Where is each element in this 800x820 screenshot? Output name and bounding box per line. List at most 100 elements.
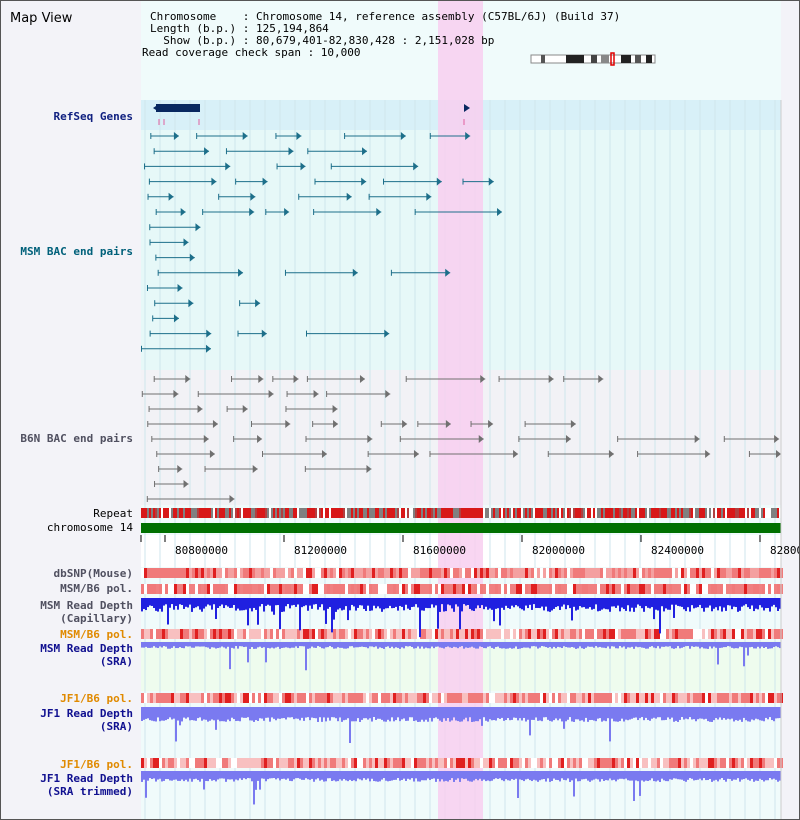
read-depth-bar — [165, 598, 167, 605]
read-depth-bar — [465, 707, 467, 718]
repeat-mark — [439, 508, 441, 518]
read-depth-bar — [623, 707, 625, 722]
read-depth-bar — [367, 771, 369, 779]
heat-mark — [504, 629, 507, 639]
track-label-b6n-bac[interactable]: B6N BAC end pairs — [20, 432, 133, 445]
read-depth-bar — [379, 598, 381, 609]
heat-mark — [672, 758, 675, 768]
read-depth-bar — [543, 642, 545, 647]
msm-bac-pair — [400, 132, 406, 140]
heat-mark — [192, 758, 195, 768]
heat-mark — [351, 584, 354, 594]
track-label-jf1-b6-pol-trimmed[interactable]: JF1/B6 pol. — [60, 758, 133, 771]
track-label-jf1-b6-pol[interactable]: JF1/B6 pol. — [60, 692, 133, 705]
heat-mark — [228, 758, 231, 768]
repeat-mark — [213, 508, 215, 518]
read-depth-bar — [161, 642, 163, 648]
heat-mark — [675, 629, 678, 639]
read-depth-bar — [167, 771, 169, 780]
read-depth-bar — [631, 707, 633, 719]
heat-mark — [396, 629, 399, 639]
read-depth-bar — [191, 707, 193, 721]
read-depth-bar — [505, 771, 507, 780]
heat-mark — [195, 568, 198, 578]
read-depth-bar — [617, 707, 619, 722]
heat-mark — [519, 693, 522, 703]
read-depth-bar — [685, 707, 687, 719]
track-label-jf1-read-depth-sra[interactable]: JF1 Read Depth (SRA) — [40, 707, 133, 733]
read-depth-bar — [233, 771, 235, 782]
read-depth-bar — [411, 771, 413, 779]
heat-mark — [696, 693, 699, 703]
heat-mark — [210, 568, 213, 578]
track-label-msm-b6-pol-sra[interactable]: MSM/B6 pol. — [60, 628, 133, 641]
repeat-mark — [471, 508, 473, 518]
read-depth-bar — [383, 642, 385, 649]
read-depth-bar — [259, 771, 261, 790]
read-depth-bar — [449, 598, 451, 606]
track-label-jf1-read-depth-trimmed[interactable]: JF1 Read Depth (SRA trimmed) — [40, 772, 133, 798]
heat-mark — [303, 584, 306, 594]
heat-mark — [471, 568, 474, 578]
heat-mark — [522, 584, 525, 594]
read-depth-bar — [555, 707, 557, 719]
track-label-dbsnp[interactable]: dbSNP(Mouse) — [53, 567, 133, 580]
read-depth-bar — [519, 642, 521, 649]
heat-mark — [699, 758, 702, 768]
heat-mark — [156, 629, 159, 639]
heat-mark — [636, 629, 639, 639]
b6n-bac-pair — [313, 390, 319, 398]
read-depth-bar — [307, 598, 309, 611]
heat-mark — [246, 568, 249, 578]
chromosome-bar — [141, 523, 781, 533]
heat-mark — [576, 568, 579, 578]
read-depth-bar — [619, 771, 621, 779]
heat-mark — [735, 629, 738, 639]
read-depth-bar — [295, 771, 297, 779]
read-depth-bar — [543, 598, 545, 611]
read-depth-bar — [473, 707, 475, 722]
heat-mark — [756, 629, 759, 639]
heat-mark — [705, 584, 708, 594]
track-label-refseq[interactable]: RefSeq Genes — [53, 110, 133, 123]
read-depth-bar — [751, 771, 753, 779]
heat-mark — [633, 568, 636, 578]
heat-mark — [753, 693, 756, 703]
read-depth-bar — [637, 642, 639, 648]
read-depth-bar — [621, 771, 623, 779]
heat-mark — [429, 758, 432, 768]
repeat-mark — [653, 508, 655, 518]
heat-mark — [297, 693, 300, 703]
heat-mark — [393, 693, 396, 703]
heat-mark — [744, 629, 747, 639]
repeat-mark — [615, 508, 617, 518]
heat-mark — [432, 693, 435, 703]
repeat-mark — [271, 508, 273, 518]
read-depth-bar — [449, 771, 451, 780]
heat-mark — [603, 758, 606, 768]
read-depth-bar — [769, 771, 771, 779]
track-label-chromosome[interactable]: chromosome 14 — [46, 521, 133, 534]
heat-mark — [264, 693, 267, 703]
heat-mark — [642, 629, 645, 639]
read-depth-bar — [263, 707, 265, 721]
read-depth-bar — [431, 707, 433, 722]
read-depth-bar — [169, 598, 171, 608]
read-depth-bar — [439, 771, 441, 782]
track-label-msm-read-depth-sra[interactable]: MSM Read Depth (SRA) — [40, 642, 133, 668]
heat-mark — [645, 568, 648, 578]
track-label-msm-bac[interactable]: MSM BAC end pairs — [20, 245, 133, 258]
read-depth-bar — [545, 642, 547, 648]
read-depth-bar — [261, 707, 263, 719]
read-depth-bar — [215, 771, 217, 782]
track-label-repeat[interactable]: Repeat — [93, 507, 133, 520]
heat-mark — [678, 568, 681, 578]
track-label-msm-b6-pol[interactable]: MSM/B6 pol. — [60, 582, 133, 595]
read-depth-bar — [431, 771, 433, 779]
read-depth-bar — [555, 598, 557, 608]
heat-mark — [312, 693, 315, 703]
read-depth-bar — [279, 642, 281, 649]
heat-mark — [711, 584, 714, 594]
track-label-msm-read-depth-capillary[interactable]: MSM Read Depth (Capillary) — [40, 599, 133, 625]
